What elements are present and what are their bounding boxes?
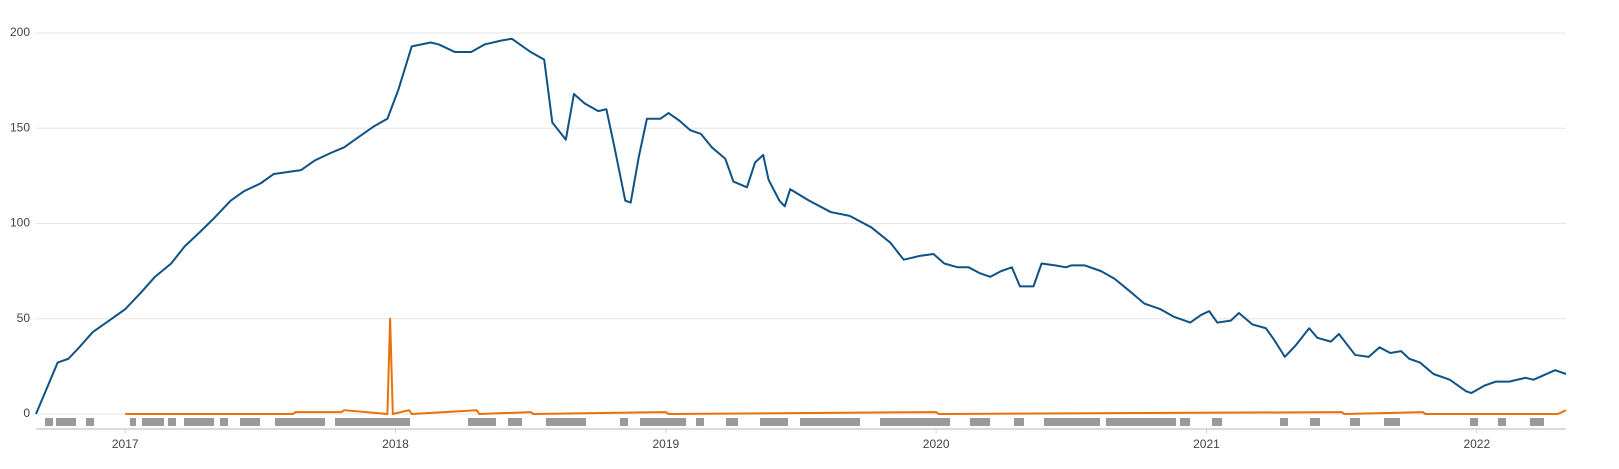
event-marker	[1470, 418, 1478, 426]
event-marker	[220, 418, 228, 426]
event-marker	[1180, 418, 1190, 426]
x-tick-label: 2022	[1463, 437, 1490, 451]
event-marker	[1530, 418, 1544, 426]
event-marker	[130, 418, 136, 426]
event-marker	[1044, 418, 1100, 426]
event-marker	[696, 418, 704, 426]
x-tick-label: 2020	[923, 437, 950, 451]
event-marker	[45, 418, 53, 426]
event-marker	[1498, 418, 1506, 426]
event-marker	[1280, 418, 1288, 426]
y-tick-label: 200	[10, 25, 30, 39]
event-marker	[142, 418, 164, 426]
event-marker	[880, 418, 950, 426]
event-marker	[1384, 418, 1400, 426]
event-marker	[275, 418, 325, 426]
event-marker	[1212, 418, 1222, 426]
event-marker	[508, 418, 522, 426]
event-marker	[620, 418, 628, 426]
event-marker	[1310, 418, 1320, 426]
y-tick-label: 150	[10, 120, 30, 134]
x-tick-label: 2018	[382, 437, 409, 451]
event-marker	[184, 418, 214, 426]
event-marker	[240, 418, 260, 426]
event-marker	[1350, 418, 1360, 426]
event-marker	[1014, 418, 1024, 426]
x-tick-label: 2019	[652, 437, 679, 451]
event-strip	[45, 418, 1544, 426]
y-tick-label: 50	[17, 311, 31, 325]
event-marker	[56, 418, 76, 426]
event-marker	[1106, 418, 1176, 426]
event-marker	[640, 418, 686, 426]
series-line	[35, 37, 1567, 415]
series-line	[125, 317, 1567, 415]
event-marker	[468, 418, 496, 426]
x-tick-label: 2021	[1193, 437, 1220, 451]
event-marker	[760, 418, 788, 426]
y-tick-label: 100	[10, 216, 30, 230]
x-tick-label: 2017	[112, 437, 139, 451]
event-marker	[86, 418, 94, 426]
event-marker	[726, 418, 738, 426]
y-tick-label: 0	[23, 406, 30, 420]
event-marker	[335, 418, 410, 426]
event-marker	[800, 418, 860, 426]
event-marker	[546, 418, 586, 426]
event-marker	[168, 418, 176, 426]
event-marker	[970, 418, 990, 426]
